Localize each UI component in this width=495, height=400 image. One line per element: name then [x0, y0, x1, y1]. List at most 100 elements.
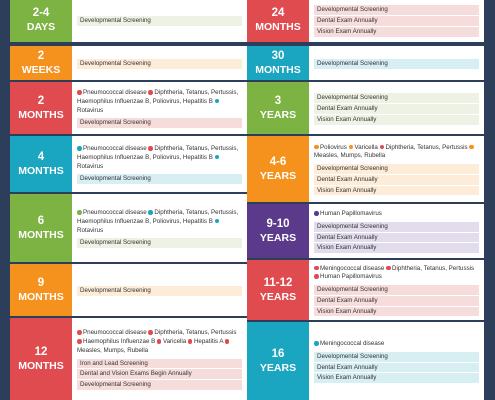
age-number: 12 — [34, 345, 48, 358]
age-unit: YEARS — [259, 361, 297, 374]
screening-tag: Developmental Screening — [314, 351, 479, 362]
row-content: Developmental Screening Dental Exam Annua… — [309, 82, 484, 134]
vaccine-dot-icon — [156, 339, 162, 344]
screening-tag: Developmental Screening — [314, 93, 479, 104]
vaccine-name: Pneumococcal disease — [83, 208, 149, 216]
vaccine-name: Human Papillomavirus — [320, 273, 382, 281]
age-number: 30 — [271, 49, 285, 62]
screening-tag: Developmental Screening — [314, 164, 479, 174]
age-block: 9 MONTHS — [10, 264, 72, 316]
screening-tag: Developmental Screening — [314, 285, 479, 295]
screening-tag: Vision Exam Annually — [314, 306, 479, 317]
vaccine-dot-icon — [386, 265, 391, 271]
vaccine-dot-icon — [148, 146, 153, 151]
screening-tag: Developmental Screening — [77, 118, 242, 129]
screening-tag: Developmental Screening — [77, 380, 242, 390]
age-block: 30 MONTHS — [247, 46, 309, 80]
vaccine-dot-icon — [314, 274, 319, 279]
vaccine-name: Diphtheria, Tetanus, Pertussis, Haemophi… — [77, 144, 239, 161]
age-block: 3 YEARS — [247, 82, 309, 134]
age-unit: YEARS — [259, 231, 297, 244]
row-content: Developmental Screening — [72, 264, 247, 316]
screening-tag: Vision Exam Annually — [314, 243, 479, 254]
age-unit: WEEKS — [21, 63, 61, 76]
row-content: Developmental Screening — [309, 46, 484, 80]
vaccine-list: Pneumococcal disease Diphtheria, Tetanus… — [77, 209, 242, 235]
age-block: 11-12 YEARS — [247, 260, 309, 320]
vaccine-list: Poliovirus Varicella Diphtheria, Tetanus… — [314, 144, 479, 162]
age-block: 4-6 YEARS — [247, 136, 309, 202]
vaccine-dot-icon — [214, 218, 220, 224]
age-unit: YEARS — [259, 108, 297, 121]
vaccine-list: Pneumococcal disease Diphtheria, Tetanus… — [77, 89, 242, 115]
vaccine-dot-icon — [148, 90, 153, 95]
schedule-row: 12 MONTHS Pneumococcal disease Diphtheria,… — [10, 318, 247, 400]
schedule-row: 4-6 YEARS Poliovirus Varicella Diphtheria,… — [247, 136, 484, 202]
row-content: Pneumococcal disease Diphtheria, Tetanus… — [72, 136, 247, 192]
vaccine-name: Meningococcal disease — [320, 339, 385, 347]
age-number: 6 — [37, 214, 45, 227]
vaccine-name: Meningococcal disease — [320, 264, 387, 272]
schedule-row: 24 MONTHS Developmental Screening Dental Ex… — [247, 0, 484, 42]
age-number: 9-10 — [266, 217, 290, 230]
schedule-row: 2 WEEKS Developmental Screening — [10, 46, 247, 80]
age-number: 4 — [37, 150, 45, 163]
schedule-row: 4 MONTHS Pneumococcal disease Diphtheria, … — [10, 136, 247, 192]
age-number: 4-6 — [269, 155, 287, 168]
age-number: 11-12 — [263, 276, 293, 289]
vaccine-dot-icon — [187, 339, 193, 344]
age-unit: MONTHS — [18, 359, 64, 372]
age-number: 2-4 — [32, 6, 50, 19]
screening-tag: Developmental Screening — [314, 221, 479, 232]
vaccine-dot-icon — [77, 210, 82, 215]
vaccine-name: Measles, Mumps, Rubella — [77, 346, 149, 354]
vaccine-name: Varicella — [162, 337, 188, 345]
vaccine-name: Pneumococcal disease — [83, 144, 149, 152]
screening-tag: Vision Exam Annually — [314, 373, 479, 384]
screening-tag: Developmental Screening — [77, 286, 242, 296]
age-block: 2 WEEKS — [10, 46, 72, 80]
screening-tag: Vision Exam Annually — [314, 114, 479, 125]
screening-tag: Developmental Screening — [314, 5, 479, 16]
screening-tag: Dental Exam Annually — [314, 16, 479, 26]
vaccine-name: Human Papillomavirus — [320, 209, 382, 217]
vaccine-list: Meningococcal disease Diphtheria, Tetanu… — [314, 265, 479, 283]
vaccine-dot-icon — [148, 210, 153, 215]
age-number: 2 — [37, 49, 45, 62]
age-unit: YEARS — [259, 290, 297, 303]
vaccine-name: Haemophilus Influenzae B — [83, 337, 157, 345]
vaccine-name: Diphtheria, Tetanus, Pertussis — [392, 264, 475, 272]
row-content: Pneumococcal disease Diphtheria, Tetanus… — [72, 318, 247, 400]
vaccine-name: Rotavirus — [77, 226, 104, 234]
vaccine-list: Pneumococcal disease Diphtheria, Tetanus… — [77, 145, 242, 171]
vaccine-dot-icon — [314, 211, 319, 216]
age-number: 16 — [271, 347, 285, 360]
vaccine-dot-icon — [379, 144, 385, 150]
row-content: Developmental Screening — [72, 46, 247, 80]
screening-tag: Dental Exam Annually — [314, 232, 479, 243]
age-unit: MONTHS — [18, 164, 64, 177]
vaccine-name: Diphtheria, Tetanus, Pertussis — [154, 329, 237, 337]
screening-tag: Dental Exam Annually — [314, 295, 479, 306]
row-content: Poliovirus Varicella Diphtheria, Tetanus… — [309, 136, 484, 202]
vaccine-dot-icon — [77, 146, 82, 151]
age-unit: YEARS — [259, 169, 297, 182]
vaccine-name: Pneumococcal disease — [83, 329, 149, 337]
screening-tag: Dental Exam Annually — [314, 362, 479, 373]
row-content: Developmental Screening — [72, 0, 247, 42]
screening-tag: Developmental Screening — [77, 238, 242, 249]
screening-tag: Iron and Lead Screening — [77, 358, 242, 369]
age-unit: MONTHS — [255, 63, 301, 76]
schedule-row: 11-12 YEARS Meningococcal disease Diphther… — [247, 260, 484, 320]
screening-tag: Vision Exam Annually — [314, 185, 479, 196]
age-block: 2-4 DAYS — [10, 0, 72, 42]
age-number: 9 — [37, 276, 45, 289]
screening-tag: Vision Exam Annually — [314, 26, 479, 37]
vaccine-list: Meningococcal disease — [314, 340, 479, 349]
vaccine-dot-icon — [314, 265, 319, 271]
vaccine-dot-icon — [77, 339, 82, 344]
vaccine-dot-icon — [348, 144, 354, 150]
age-number: 2 — [37, 94, 45, 107]
row-content: Human Papillomavirus Developmental Screen… — [309, 204, 484, 258]
screening-tag: Dental Exam Annually — [314, 104, 479, 114]
